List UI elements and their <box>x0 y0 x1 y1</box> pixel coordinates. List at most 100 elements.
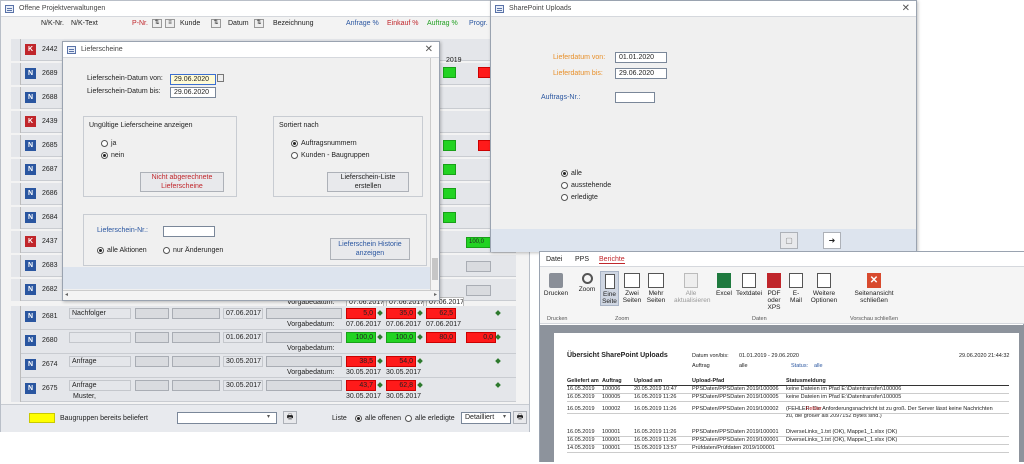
row-text-field[interactable]: Anfrage <box>69 356 131 367</box>
alle-aktualisieren-button[interactable]: Alle aktualisieren <box>674 273 711 304</box>
chevron-down-icon[interactable]: ▾ <box>267 414 271 420</box>
print-button-2[interactable]: 🖶 <box>513 411 527 424</box>
close-icon[interactable]: ✕ <box>424 44 433 55</box>
row-selector[interactable] <box>11 354 21 378</box>
header-bezeichnung[interactable]: Bezeichnung <box>273 20 314 27</box>
row-selector[interactable] <box>11 159 21 181</box>
mehr-seiten-button[interactable]: Mehr Seiten <box>644 273 668 304</box>
radio-nein[interactable] <box>101 152 108 159</box>
radio-alle-erledigte[interactable] <box>405 415 412 422</box>
excel-button[interactable]: Excel <box>714 273 734 297</box>
row-bezeichnung[interactable] <box>266 356 342 367</box>
scroll-left-icon[interactable]: ◂ <box>65 292 69 298</box>
header-kunde[interactable]: Kunde <box>180 20 201 27</box>
table-row[interactable]: N 2680 01.06.2017 100,0 100,0 80,0 0,0 Vorgabed… <box>11 330 516 354</box>
header-p-nr[interactable]: P-Nr. <box>132 20 148 27</box>
sp-bis-input[interactable]: 29.06.2020 <box>615 68 667 79</box>
sp-von-input[interactable]: 01.01.2020 <box>615 52 667 63</box>
ls-nr-input[interactable] <box>163 226 215 237</box>
nicht-abgerechnet-button[interactable]: Nicht abgerechnete Lieferscheine <box>140 172 224 192</box>
tab-berichte[interactable]: Berichte <box>599 256 625 264</box>
header-auftrag[interactable]: Auftrag % <box>427 20 458 27</box>
radio-alle[interactable] <box>561 170 568 177</box>
header-nk-nr[interactable]: N/K-Nr. <box>41 20 64 27</box>
row-selector[interactable] <box>11 306 21 330</box>
table-row[interactable]: N 2675 Anfrage Muster, 30.05.2017 43,7 62,8 30.… <box>11 378 516 402</box>
ls-bis-input[interactable]: 29.06.2020 <box>170 87 216 98</box>
header-datum[interactable]: Datum <box>228 20 249 27</box>
header-anfrage[interactable]: Anfrage % <box>346 20 379 27</box>
row-text-field[interactable] <box>69 332 131 343</box>
scroll-thumb[interactable] <box>432 258 438 280</box>
row-kunde-field[interactable] <box>172 308 220 319</box>
row-pnr-field[interactable] <box>135 308 169 319</box>
sort-kunde-icon[interactable]: ⇅ <box>211 19 221 28</box>
row-bezeichnung[interactable] <box>266 380 342 391</box>
row-kunde-field[interactable] <box>172 356 220 367</box>
liste-erstellen-button[interactable]: Lieferschein-Liste erstellen <box>327 172 409 192</box>
scroll-right-icon[interactable]: ▸ <box>433 292 437 298</box>
row-selector[interactable] <box>11 111 21 133</box>
historie-button[interactable]: Lieferschein Historie anzeigen <box>330 238 410 260</box>
exit-button[interactable]: ➜ <box>823 232 841 249</box>
zwei-seiten-button[interactable]: Zwei Seiten <box>622 273 642 304</box>
sp-auftrag-input[interactable] <box>615 92 655 103</box>
print-button[interactable]: 🖶 <box>283 411 297 424</box>
row-selector[interactable] <box>11 63 21 85</box>
row-selector[interactable] <box>11 231 21 253</box>
row-pnr-field[interactable] <box>135 380 169 391</box>
ls-von-input[interactable]: 29.06.2020 <box>170 74 216 85</box>
row-selector[interactable] <box>11 183 21 205</box>
row-selector[interactable] <box>11 39 21 61</box>
email-button[interactable]: E-Mail <box>788 273 804 304</box>
row-selector[interactable] <box>11 330 21 354</box>
sort-datum-icon[interactable]: ⇅ <box>254 19 264 28</box>
seitenansicht-schliessen-button[interactable]: ✕ Seitenansicht schließen <box>848 273 900 304</box>
row-selector[interactable] <box>11 378 21 402</box>
row-selector[interactable] <box>11 255 21 277</box>
row-text-field[interactable]: Nachfolger <box>69 308 131 319</box>
row-selector[interactable] <box>11 135 21 157</box>
chevron-down-icon-2[interactable]: ▾ <box>503 414 507 420</box>
table-row[interactable]: N 2681 Nachfolger 07.06.2017 5,0 35,0 62,5 Vorg… <box>11 306 516 330</box>
row-kunde-field[interactable] <box>172 380 220 391</box>
tab-pps[interactable]: PPS <box>575 256 590 263</box>
preview-button[interactable]: ▢ <box>780 232 798 249</box>
header-nk-text[interactable]: N/K-Text <box>71 20 98 27</box>
row-pnr-field[interactable] <box>135 332 169 343</box>
footer-combo[interactable] <box>177 412 277 424</box>
radio-kunden-baugruppen[interactable] <box>291 152 298 159</box>
row-bezeichnung[interactable] <box>266 332 342 343</box>
close-icon[interactable]: ✕ <box>901 3 910 14</box>
radio-ja[interactable] <box>101 140 108 147</box>
radio-auftragsnummern[interactable] <box>291 140 298 147</box>
horizontal-scrollbar[interactable]: ◂ ▸ <box>63 290 439 300</box>
radio-nur-aenderungen[interactable] <box>163 247 170 254</box>
eine-seite-button[interactable]: Eine Seite <box>600 271 619 306</box>
header-prog[interactable]: Progr. <box>469 20 488 27</box>
zoom-button[interactable]: Zoom <box>578 273 596 293</box>
filter-icon[interactable]: ≡ <box>165 19 175 28</box>
row-pnr-field[interactable] <box>135 356 169 367</box>
textdatei-button[interactable]: Textdatei <box>736 273 762 297</box>
radio-erledigte[interactable] <box>561 194 568 201</box>
tab-datei[interactable]: Datei <box>546 256 563 263</box>
vertical-scrollbar[interactable] <box>430 58 439 290</box>
weitere-optionen-button[interactable]: Weitere Optionen <box>808 273 840 304</box>
row-bezeichnung[interactable] <box>266 308 342 319</box>
row-selector[interactable] <box>11 87 21 109</box>
radio-alle-offenen[interactable] <box>355 415 362 422</box>
pdf-button[interactable]: PDF oder XPS <box>764 273 784 311</box>
radio-alle-aktionen[interactable] <box>97 247 104 254</box>
row-selector[interactable] <box>11 279 21 301</box>
row-text-field[interactable]: Anfrage <box>69 380 131 391</box>
row-selector[interactable] <box>11 207 21 229</box>
header-einkauf[interactable]: Einkauf % <box>387 20 419 27</box>
drucken-button[interactable]: Drucken <box>543 273 569 297</box>
radio-ausstehende[interactable] <box>561 182 568 189</box>
table-row[interactable]: N 2674 Anfrage 30.05.2017 38,5 54,0 Vorgabedat… <box>11 354 516 378</box>
detail-select[interactable]: Detailliert <box>461 412 511 424</box>
sort-icon[interactable]: ⇅ <box>152 19 162 28</box>
row-kunde-field[interactable] <box>172 332 220 343</box>
calendar-icon[interactable] <box>217 74 224 82</box>
